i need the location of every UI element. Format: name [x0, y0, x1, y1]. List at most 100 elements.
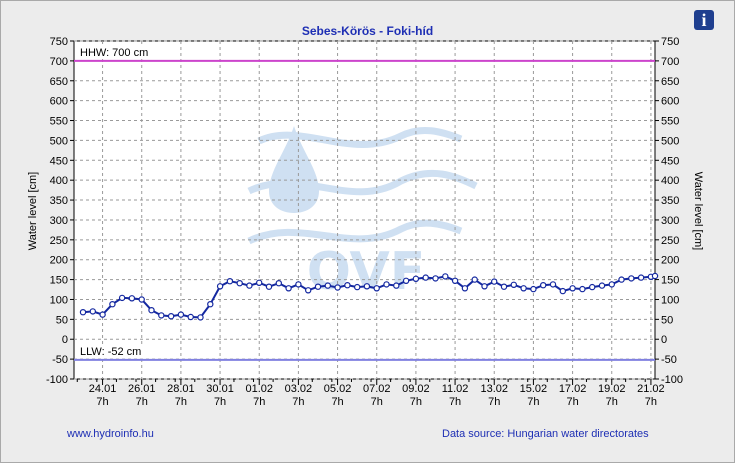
data-point: [295, 281, 302, 288]
data-point: [637, 274, 645, 281]
x-tick-label: 01.02: [245, 383, 273, 395]
data-point: [324, 282, 331, 289]
data-point: [216, 283, 224, 290]
data-point: [236, 280, 243, 287]
data-point: [432, 275, 439, 282]
data-point: [500, 283, 508, 290]
x-tick-label: 15.02: [520, 383, 548, 395]
ovf-watermark: OVF: [247, 126, 478, 302]
series-water-level: [79, 272, 659, 321]
x-tick-label: 26.01: [128, 383, 156, 395]
data-point: [559, 287, 567, 295]
y-axis-label-right: Water level [cm]: [692, 172, 704, 250]
data-point: [354, 283, 361, 291]
plot-area: [73, 40, 656, 380]
data-point: [402, 277, 410, 284]
data-point: [344, 282, 351, 289]
data-point: [275, 280, 282, 287]
y-tick-label-right: 150: [661, 275, 679, 287]
reference-label-bg: [77, 45, 147, 58]
y-tick-label-left: 750: [50, 36, 68, 48]
data-point: [305, 287, 312, 294]
watermark-wave-icon: [257, 127, 463, 148]
data-point: [412, 275, 420, 282]
x-tick-label: 13.02: [480, 383, 508, 395]
y-tick-label-left: 550: [50, 116, 68, 128]
data-point: [118, 294, 126, 302]
x-tick-label: 28.01: [167, 383, 195, 395]
x-tick-label: 30.01: [206, 383, 234, 395]
data-point: [451, 277, 459, 284]
x-tick-label: 17.02: [559, 383, 587, 395]
data-point: [530, 285, 537, 293]
y-tick-label-right: 550: [661, 116, 679, 128]
data-point: [128, 295, 136, 302]
x-tick-sublabel: 7h: [645, 396, 657, 408]
y-tick-label-left: 100: [50, 294, 68, 306]
y-tick-label-left: 300: [50, 215, 68, 227]
x-tick-sublabel: 7h: [371, 396, 383, 408]
data-point: [618, 276, 625, 283]
info-icon[interactable]: i: [694, 10, 714, 30]
x-tick-sublabel: 7h: [253, 396, 265, 408]
data-point: [197, 314, 204, 321]
data-point: [207, 301, 214, 308]
data-point: [461, 285, 469, 292]
y-tick-label-right: 0: [661, 334, 667, 346]
y-tick-label-left: 400: [50, 175, 68, 187]
y-tick-label-left: -50: [52, 354, 68, 366]
y-tick-label-left: 50: [56, 314, 68, 326]
x-tick-sublabel: 7h: [606, 396, 618, 408]
data-point: [628, 275, 635, 282]
y-tick-label-left: 200: [50, 255, 68, 267]
watermark-drop-icon: [269, 126, 319, 213]
hydroinfo-link[interactable]: www.hydroinfo.hu: [67, 428, 154, 440]
data-point: [520, 285, 527, 292]
data-point: [491, 278, 498, 285]
data-point: [442, 273, 449, 280]
x-tick-sublabel: 7h: [214, 396, 226, 408]
y-tick-label-right: 300: [661, 215, 679, 227]
data-point: [265, 283, 273, 290]
data-point: [383, 281, 390, 288]
y-tick-label-left: 0: [62, 334, 68, 346]
y-tick-label-right: -50: [661, 354, 677, 366]
data-point: [569, 285, 576, 292]
data-point: [148, 307, 155, 314]
grid-lines: [74, 40, 655, 380]
y-tick-label-left: 650: [50, 76, 68, 88]
y-axis-right: -100 -50 0 50 100 150 200 250 300 350 400 450 500 550…: [655, 36, 683, 386]
data-point: [246, 282, 253, 289]
y-axis-left: -100 -50 0 50 100 150 200 250 300 350 400 450 500 550…: [46, 36, 74, 386]
x-tick-sublabel: 7h: [410, 396, 422, 408]
data-point: [549, 281, 557, 288]
y-tick-label-right: 500: [661, 135, 679, 147]
x-tick-label: 21.02: [637, 383, 665, 395]
data-point: [138, 296, 145, 303]
x-tick-label: 24.01: [89, 383, 117, 395]
y-tick-label-right: 450: [661, 155, 679, 167]
data-point: [334, 284, 341, 291]
reference-label: LLW: -52 cm: [80, 346, 141, 358]
data-point: [226, 278, 234, 285]
x-tick-label: 09.02: [402, 383, 430, 395]
y-axis-label-left: Water level [cm]: [27, 172, 39, 250]
x-tick-sublabel: 7h: [136, 396, 148, 408]
y-tick-label-right: 700: [661, 56, 679, 68]
x-tick-label: 19.02: [598, 383, 626, 395]
data-point: [608, 281, 616, 288]
x-tick-sublabel: 7h: [566, 396, 578, 408]
watermark-wave-icon: [247, 169, 478, 196]
x-tick-label: 07.02: [363, 383, 391, 395]
y-tick-label-left: 450: [50, 155, 68, 167]
data-point: [109, 301, 116, 308]
y-tick-label-left: 700: [50, 56, 68, 68]
y-tick-label-left: 250: [50, 235, 68, 247]
watermark-text: OVF: [307, 242, 426, 302]
data-point: [167, 313, 175, 320]
y-tick-label-right: -100: [661, 374, 683, 386]
x-tick-sublabel: 7h: [292, 396, 304, 408]
data-point: [256, 279, 263, 286]
data-point: [99, 311, 106, 318]
y-tick-label-right: 200: [661, 255, 679, 267]
